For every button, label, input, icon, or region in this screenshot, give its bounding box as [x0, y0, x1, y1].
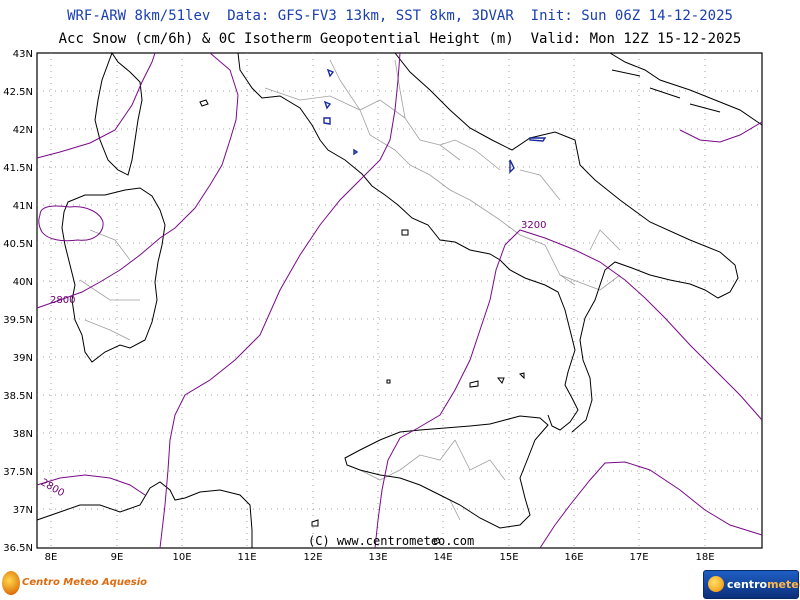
isotherm-contours [36, 52, 763, 549]
lon-label: 17E [629, 552, 648, 563]
lat-label: 38N [13, 429, 33, 440]
island-ustica [386, 379, 391, 384]
contour-label: 3200 [521, 220, 546, 231]
logo-emblem-icon [2, 571, 20, 595]
coast-sicily [344, 415, 549, 529]
lat-label: 37.5N [3, 467, 33, 478]
latitude-labels: 43N 42.5N 42N 41.5N 41N 40.5N 40N 39.5N … [3, 49, 33, 554]
lon-label: 16E [564, 552, 583, 563]
island-malta [433, 537, 441, 545]
lon-label: 8E [45, 552, 58, 563]
coast-peninsula-east [394, 52, 739, 433]
lon-label: 15E [499, 552, 518, 563]
coast-sardinia [61, 187, 166, 363]
lat-label: 36.5N [3, 543, 33, 554]
lon-label: 13E [368, 552, 387, 563]
longitude-labels: 8E 9E 10E 11E 12E 13E 14E 15E 16E 17E 18… [45, 552, 715, 563]
contour-north-sardinia [36, 52, 156, 159]
copyright-text: (C) www.centrometeo.com [308, 534, 474, 548]
logo-right-text: centrometeo [727, 578, 800, 591]
coast-peninsula-west [237, 52, 579, 431]
lon-label: 9E [111, 552, 124, 563]
lon-label: 14E [433, 552, 452, 563]
header-title-model: WRF-ARW 8km/51lev Data: GFS-FV3 13km, SS… [67, 8, 733, 24]
contour-label: 2800 [50, 295, 75, 306]
lat-label: 37N [13, 505, 33, 516]
lat-lon-grid [37, 53, 762, 548]
contour-adriatic-ne [679, 121, 763, 143]
lat-label: 42N [13, 125, 33, 136]
lat-label: 40N [13, 277, 33, 288]
lat-label: 39.5N [3, 315, 33, 326]
centro-meteo-aquesio-logo[interactable]: Centro Meteo Aquesio [2, 571, 147, 597]
coast-balkans-islands [611, 69, 721, 113]
lat-label: 41N [13, 201, 33, 212]
header-title-variable: Acc Snow (cm/6h) & 0C Isotherm Geopotent… [58, 31, 742, 47]
island-elba [199, 99, 209, 107]
regional-borders [79, 59, 621, 521]
map-frame [36, 52, 763, 549]
centrometeo-logo[interactable]: centrometeo [703, 570, 800, 599]
lat-label: 40.5N [3, 239, 33, 250]
island-aeolian [469, 372, 525, 388]
contour-southern-italy [374, 229, 763, 549]
coastlines [36, 51, 763, 548]
coast-balkans [609, 52, 763, 126]
contour-ionian-bottom [539, 461, 763, 549]
lat-label: 41.5N [3, 163, 33, 174]
contour-ligurian [36, 52, 239, 309]
lat-label: 42.5N [3, 87, 33, 98]
lon-label: 12E [303, 552, 322, 563]
coast-tunisia [36, 481, 253, 548]
logo-right-text-a: centro [727, 578, 768, 591]
island-ischia [401, 229, 409, 236]
contour-southwest [36, 474, 146, 496]
island-pantelleria [311, 519, 319, 527]
lon-label: 10E [172, 552, 191, 563]
lon-label: 18E [695, 552, 714, 563]
coast-corsica [94, 51, 143, 176]
lat-label: 38.5N [3, 391, 33, 402]
lat-label: 39N [13, 353, 33, 364]
logo-right-text-b: meteo [767, 578, 800, 591]
contour-loop-sardinia-nw [38, 205, 104, 242]
lon-label: 11E [237, 552, 256, 563]
logo-sun-icon [708, 576, 724, 592]
lat-label: 43N [13, 49, 33, 60]
logo-left-text: Centro Meteo Aquesio [22, 577, 147, 588]
contour-tyrrhenian [159, 52, 401, 549]
snow-patches [323, 68, 547, 174]
